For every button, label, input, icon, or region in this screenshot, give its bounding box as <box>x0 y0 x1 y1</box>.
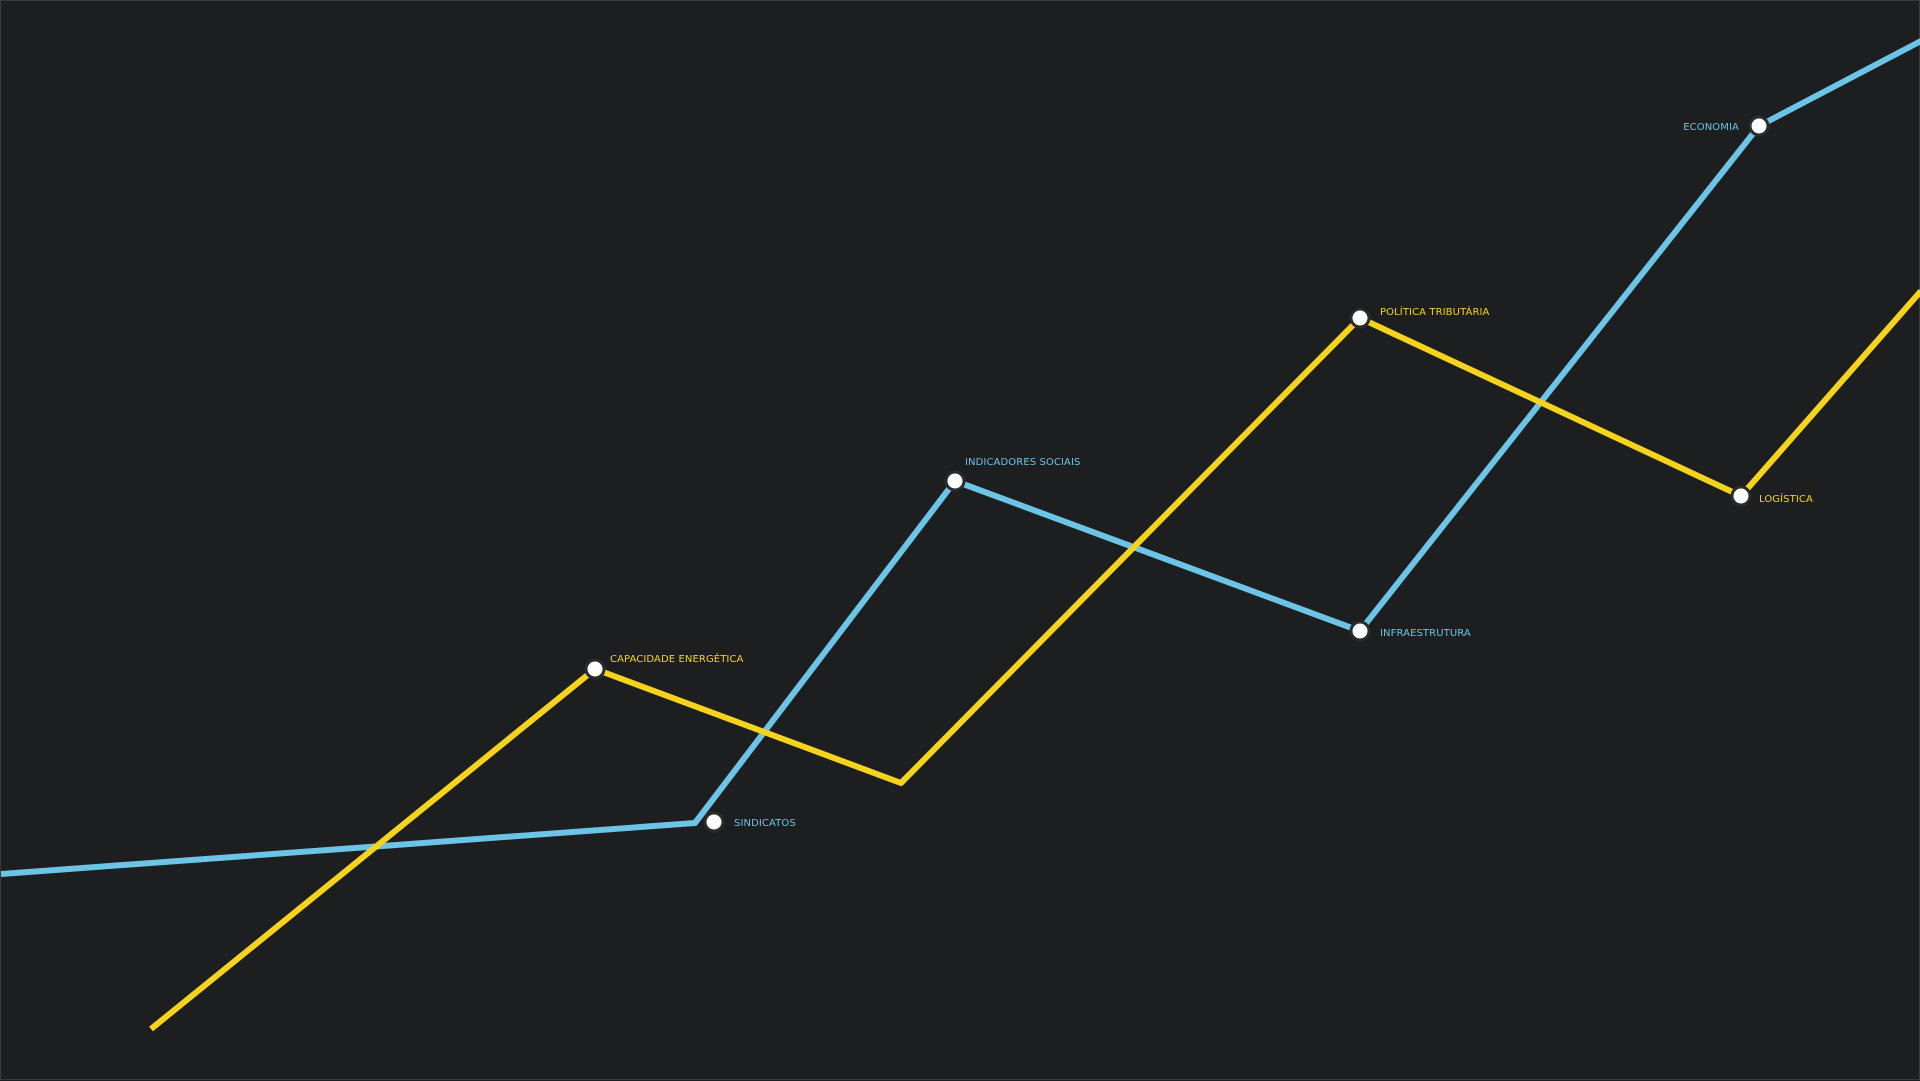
stations: SINDICATOS INDICADORES SOCIAIS INFRAESTR… <box>584 115 1813 833</box>
station-sindicatos[interactable]: SINDICATOS <box>703 811 796 833</box>
station-label: INDICADORES SOCIAIS <box>965 457 1080 468</box>
yellow-line-route <box>149 289 1920 1032</box>
station-marker-icon[interactable] <box>1349 620 1371 642</box>
station-label: LOGÍSTICA <box>1759 492 1813 505</box>
blue-line-route <box>1 38 1920 877</box>
station-economia[interactable]: ECONOMIA <box>1683 115 1770 137</box>
station-politica-tributaria[interactable]: POLÍTICA TRIBUTÁRIA <box>1349 305 1490 329</box>
station-indicadores-sociais[interactable]: INDICADORES SOCIAIS <box>944 457 1080 492</box>
station-marker-icon[interactable] <box>1748 115 1770 137</box>
station-marker-icon[interactable] <box>1730 485 1752 507</box>
station-marker-icon[interactable] <box>703 811 725 833</box>
station-marker-icon[interactable] <box>584 658 606 680</box>
station-logistica[interactable]: LOGÍSTICA <box>1730 485 1813 507</box>
station-label: ECONOMIA <box>1683 122 1739 133</box>
station-infraestrutura[interactable]: INFRAESTRUTURA <box>1349 620 1471 642</box>
station-capacidade-energetica[interactable]: CAPACIDADE ENERGÉTICA <box>584 652 744 680</box>
station-label: SINDICATOS <box>734 818 796 829</box>
station-label: CAPACIDADE ENERGÉTICA <box>610 652 744 665</box>
station-marker-icon[interactable] <box>1349 307 1371 329</box>
route-lines <box>1 38 1920 1032</box>
station-label: INFRAESTRUTURA <box>1380 628 1471 639</box>
station-marker-icon[interactable] <box>944 470 966 492</box>
station-label: POLÍTICA TRIBUTÁRIA <box>1380 305 1490 318</box>
